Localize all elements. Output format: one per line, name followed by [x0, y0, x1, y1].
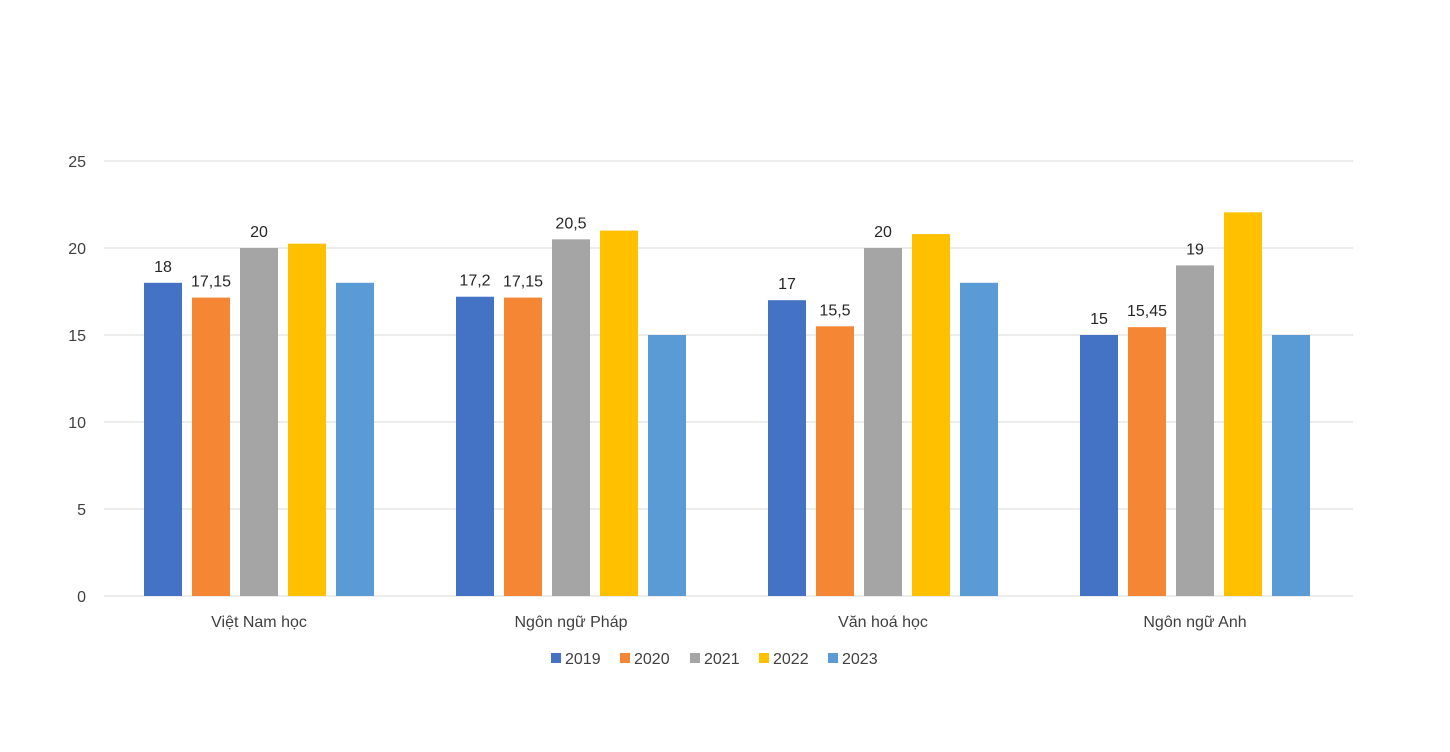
bar-2020-4 — [1128, 327, 1166, 596]
legend-item-2021: 2021 — [690, 651, 740, 668]
data-label: 15,5 — [819, 302, 850, 319]
y-axis-ticks: 0 5 10 15 20 25 — [68, 154, 86, 606]
legend-item-2023: 2023 — [828, 651, 878, 668]
bar-2023-4 — [1272, 335, 1310, 596]
bar-2022-4 — [1224, 212, 1262, 596]
bar-2020-1 — [192, 297, 230, 596]
y-tick-label: 25 — [68, 154, 86, 171]
bar-2019-2 — [456, 296, 494, 596]
y-tick-label: 20 — [68, 241, 86, 258]
data-label: 18 — [154, 259, 172, 276]
legend-swatch — [551, 653, 561, 663]
bar-2020-3 — [816, 326, 854, 596]
legend-item-2019: 2019 — [551, 651, 601, 668]
data-label: 15 — [1090, 311, 1108, 328]
legend-label: 2019 — [565, 651, 601, 668]
legend-swatch — [759, 653, 769, 663]
legend-swatch — [690, 653, 700, 663]
bar-2022-3 — [912, 234, 950, 596]
legend-label: 2022 — [773, 651, 809, 668]
bars — [144, 212, 1310, 597]
bar-2019-3 — [768, 300, 806, 596]
legend-item-2022: 2022 — [759, 651, 809, 668]
data-labels: 18 17,15 20 17,2 17,15 20,5 17 15,5 20 15 15,45 19 — [154, 215, 1204, 328]
data-label: 20 — [250, 224, 268, 241]
y-tick-label: 15 — [68, 328, 86, 345]
bar-2021-4 — [1176, 265, 1214, 596]
data-label: 15,45 — [1127, 303, 1167, 320]
y-tick-label: 10 — [68, 415, 86, 432]
x-category-label: Việt Nam học — [211, 614, 307, 631]
y-tick-label: 0 — [77, 589, 86, 606]
x-category-label: Văn hoá học — [838, 614, 928, 631]
data-label: 20 — [874, 224, 892, 241]
data-label: 17 — [778, 276, 796, 293]
bar-2022-1 — [288, 243, 326, 596]
x-axis-labels: Việt Nam học Ngôn ngữ Pháp Văn hoá học Ngôn… — [211, 614, 1246, 631]
bar-2021-3 — [864, 248, 902, 596]
bar-2023-1 — [336, 282, 374, 596]
legend: 2019 2020 2021 2022 2023 — [551, 651, 878, 668]
legend-swatch — [828, 653, 838, 663]
legend-label: 2023 — [842, 651, 878, 668]
legend-item-2020: 2020 — [620, 651, 670, 668]
legend-label: 2021 — [704, 651, 740, 668]
bar-2020-2 — [504, 297, 542, 596]
data-label: 19 — [1186, 241, 1204, 258]
legend-label: 2020 — [634, 651, 670, 668]
bar-2019-4 — [1080, 335, 1118, 596]
y-tick-label: 5 — [77, 502, 86, 519]
x-category-label: Ngôn ngữ Anh — [1143, 614, 1246, 631]
data-label: 17,15 — [191, 274, 231, 291]
data-label: 17,2 — [459, 273, 490, 290]
data-label: 17,15 — [503, 274, 543, 291]
bar-2019-1 — [144, 282, 182, 596]
bar-2023-2 — [648, 335, 686, 596]
bar-2022-2 — [600, 230, 638, 596]
bar-2021-1 — [240, 248, 278, 596]
bar-2023-3 — [960, 282, 998, 596]
x-category-label: Ngôn ngữ Pháp — [514, 614, 627, 631]
bar-2021-2 — [552, 239, 590, 597]
data-label: 20,5 — [555, 215, 586, 232]
legend-swatch — [620, 653, 630, 663]
